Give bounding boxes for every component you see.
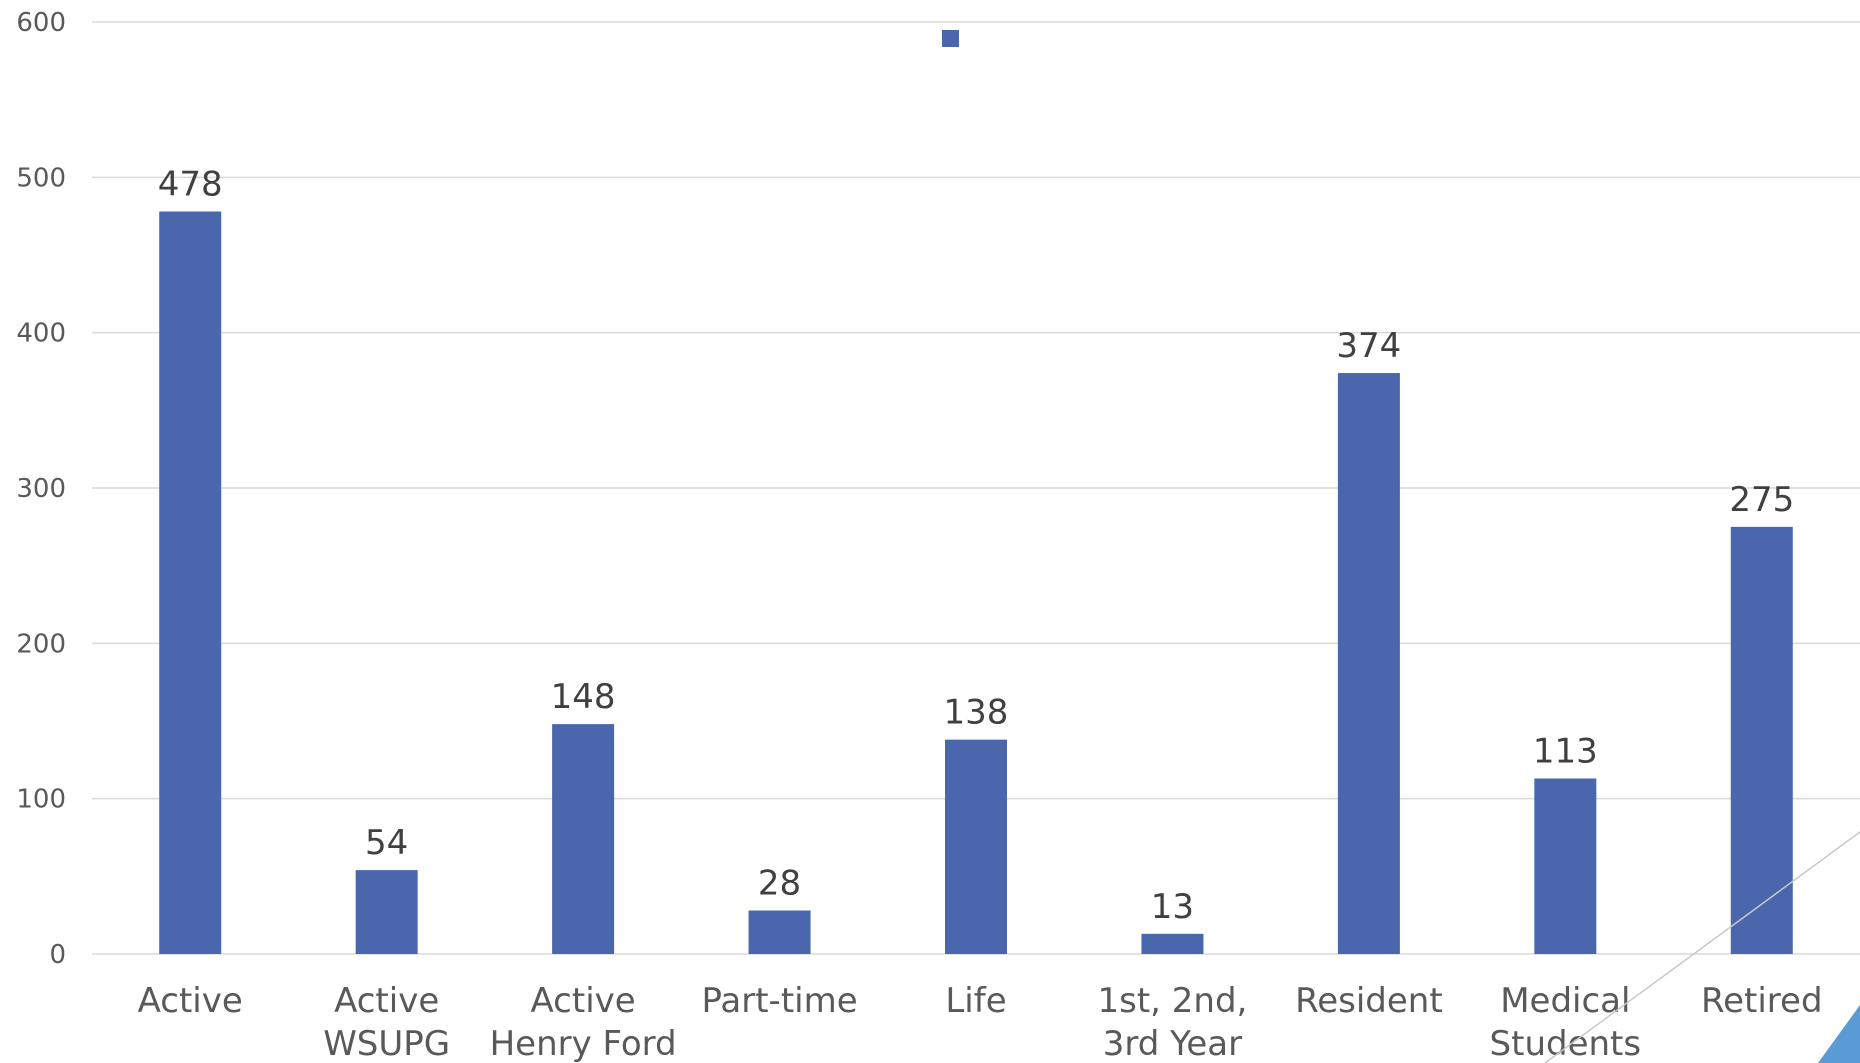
bar	[945, 739, 1007, 954]
data-label: 54	[365, 823, 408, 863]
bar	[748, 910, 811, 954]
bar	[1141, 933, 1204, 954]
category-label: Active	[138, 981, 243, 1021]
y-tick-label: 100	[16, 785, 66, 815]
category-label: Retired	[1701, 981, 1823, 1021]
category-label: Active	[531, 981, 636, 1021]
y-tick-label: 300	[16, 474, 66, 504]
category-label: Part-time	[701, 981, 857, 1021]
bars	[159, 211, 1793, 955]
bar	[1534, 778, 1597, 954]
legend-marker	[942, 30, 959, 47]
gridlines	[92, 21, 1860, 955]
data-label: 275	[1729, 480, 1794, 520]
category-label: Resident	[1295, 981, 1443, 1021]
data-labels: 478 54 148 28 138 13 374 113 275	[158, 165, 1794, 927]
bar	[1730, 526, 1793, 954]
data-label: 148	[551, 677, 616, 717]
bar	[355, 870, 418, 954]
bar	[552, 724, 615, 954]
y-tick-label: 600	[16, 8, 66, 38]
y-tick-label: 200	[16, 629, 66, 659]
category-label: WSUPG	[323, 1024, 450, 1063]
data-label: 13	[1151, 887, 1194, 927]
category-label: Students	[1490, 1024, 1642, 1063]
y-axis-ticks: 0 100 200 300 400 500 600	[16, 8, 66, 970]
category-label: Active	[334, 981, 439, 1021]
slide-corner-decoration	[1544, 831, 1860, 1063]
category-label: 1st, 2nd,	[1098, 981, 1248, 1021]
category-label: Life	[945, 981, 1006, 1021]
category-label: Henry Ford	[490, 1024, 677, 1063]
y-tick-label: 500	[16, 163, 66, 193]
data-label: 138	[944, 693, 1009, 733]
bar	[1337, 373, 1400, 954]
data-label: 28	[758, 864, 801, 904]
y-tick-label: 0	[49, 940, 66, 970]
bar	[159, 211, 222, 955]
data-label: 113	[1533, 731, 1598, 771]
category-label: Medical	[1500, 981, 1630, 1021]
data-label: 374	[1336, 326, 1401, 366]
category-label: 3rd Year	[1103, 1024, 1242, 1063]
y-tick-label: 400	[16, 319, 66, 349]
data-label: 478	[158, 165, 223, 205]
